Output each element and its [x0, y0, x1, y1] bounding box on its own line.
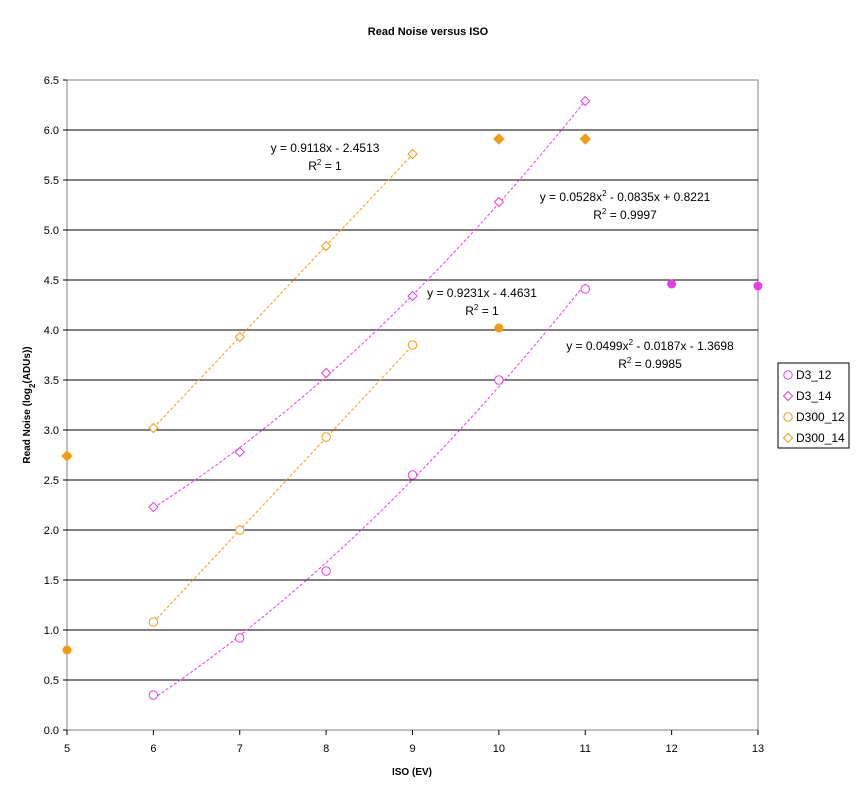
- point-D300_14: [148, 422, 159, 434]
- y-axis-label: Read Noise (log2(ADUs)): [22, 346, 37, 463]
- legend-entries: D3_12 D3_14 D300_12 D300_14: [782, 368, 845, 445]
- point-D300_12: [407, 340, 418, 350]
- y-tick-label: 6.5: [44, 75, 59, 87]
- chart-title: Read Noise versus ISO: [368, 26, 489, 38]
- trendline-D3_14: [153, 100, 586, 509]
- legend-label: D300_14: [796, 431, 845, 445]
- x-tick-label: 12: [666, 743, 678, 755]
- extra-point: [61, 450, 73, 462]
- extra-point: [494, 323, 504, 333]
- grid-layer: [67, 129, 758, 681]
- y-tick-label: 4.0: [44, 325, 59, 337]
- trendline-r-squared: R2 = 0.9997: [593, 207, 657, 222]
- x-tick-label: 8: [323, 743, 329, 755]
- trendline-equation: y = 0.9118x - 2.4513: [271, 141, 380, 155]
- points-layer: [61, 95, 763, 700]
- point-D300_12: [148, 617, 159, 627]
- point-D300_12: [321, 432, 331, 442]
- trendline-D3_12: [153, 283, 586, 700]
- trendline-equation: y = 0.0528x2 - 0.0835x + 0.8221: [540, 189, 711, 204]
- legend-marker: [783, 412, 793, 422]
- y-tick-label: 1.0: [44, 625, 59, 637]
- x-tick-label: 10: [493, 743, 505, 755]
- point-D3_12: [321, 566, 331, 576]
- y-axis-ticks: 0.0 0.5 1.0 1.5 2.0 2.5 3.0 3.5 4.0 4.5 5.0 5.5 6.0 6…: [44, 75, 67, 737]
- x-tick-label: 9: [409, 743, 415, 755]
- equation-layer: y = 0.9118x - 2.4513 R2 = 1 y = 0.0528x2 -…: [271, 141, 735, 371]
- point-D300_14: [407, 148, 418, 160]
- trendline-D300_12: [153, 345, 413, 623]
- point-D3_12: [235, 633, 245, 643]
- y-tick-label: 0.5: [44, 675, 59, 687]
- extra-point: [62, 645, 72, 655]
- x-tick-label: 5: [64, 743, 70, 755]
- y-tick-label: 2.5: [44, 475, 59, 487]
- point-D3_14: [234, 446, 245, 458]
- plot-frame: [66, 79, 759, 731]
- x-axis-ticks: 5 6 7 8 9 10 11 12 13: [64, 730, 764, 755]
- extra-point: [753, 281, 763, 291]
- point-D3_12: [407, 470, 418, 480]
- legend-label: D300_12: [796, 410, 845, 424]
- point-D3_14: [320, 367, 332, 379]
- point-D3_12: [494, 375, 504, 385]
- y-tick-label: 5.0: [44, 225, 59, 237]
- x-tick-label: 11: [580, 743, 591, 755]
- point-D3_14: [493, 196, 505, 208]
- y-tick-label: 2.0: [44, 525, 59, 537]
- legend-marker: [782, 432, 794, 444]
- extra-point: [579, 133, 591, 145]
- point-D3_12: [148, 690, 159, 700]
- x-tick-label: 6: [150, 743, 156, 755]
- x-tick-label: 7: [237, 743, 243, 755]
- y-tick-label: 6.0: [44, 125, 59, 137]
- plot-area: y = 0.9118x - 2.4513 R2 = 1 y = 0.0528x2 -…: [61, 79, 763, 731]
- legend: D3_12 D3_14 D300_12 D300_14: [777, 362, 850, 449]
- trendline-r-squared: R2 = 1: [465, 303, 499, 318]
- trendline-r-squared: R2 = 0.9985: [618, 356, 682, 371]
- legend-marker: [783, 370, 793, 380]
- y-tick-label: 4.5: [44, 275, 59, 287]
- y-tick-label: 0.0: [44, 725, 59, 737]
- y-tick-label: 5.5: [44, 175, 59, 187]
- extra-point: [493, 133, 505, 145]
- point-D300_14: [320, 240, 332, 252]
- trendline-D300_14: [153, 154, 413, 429]
- trendline-r-squared: R2 = 1: [308, 158, 342, 173]
- x-axis-label: ISO (EV): [392, 767, 432, 778]
- trendline-equation: y = 0.0499x2 - 0.0187x - 1.3698: [566, 338, 734, 353]
- extra-point: [667, 279, 677, 289]
- trendline-equation: y = 0.9231x - 4.4631: [427, 286, 537, 300]
- legend-label: D3_12: [796, 368, 832, 382]
- y-tick-label: 1.5: [44, 575, 59, 587]
- point-D3_14: [407, 290, 418, 302]
- legend-marker: [782, 390, 794, 402]
- y-tick-label: 3.0: [44, 425, 59, 437]
- y-tick-label: 3.5: [44, 375, 59, 387]
- point-D300_14: [234, 331, 245, 343]
- trendline-layer: [153, 100, 586, 700]
- point-D3_14: [148, 501, 159, 513]
- legend-label: D3_14: [796, 389, 832, 403]
- point-D300_12: [235, 525, 245, 535]
- x-tick-label: 13: [752, 743, 764, 755]
- point-D3_12: [580, 284, 590, 294]
- point-D3_14: [580, 95, 591, 107]
